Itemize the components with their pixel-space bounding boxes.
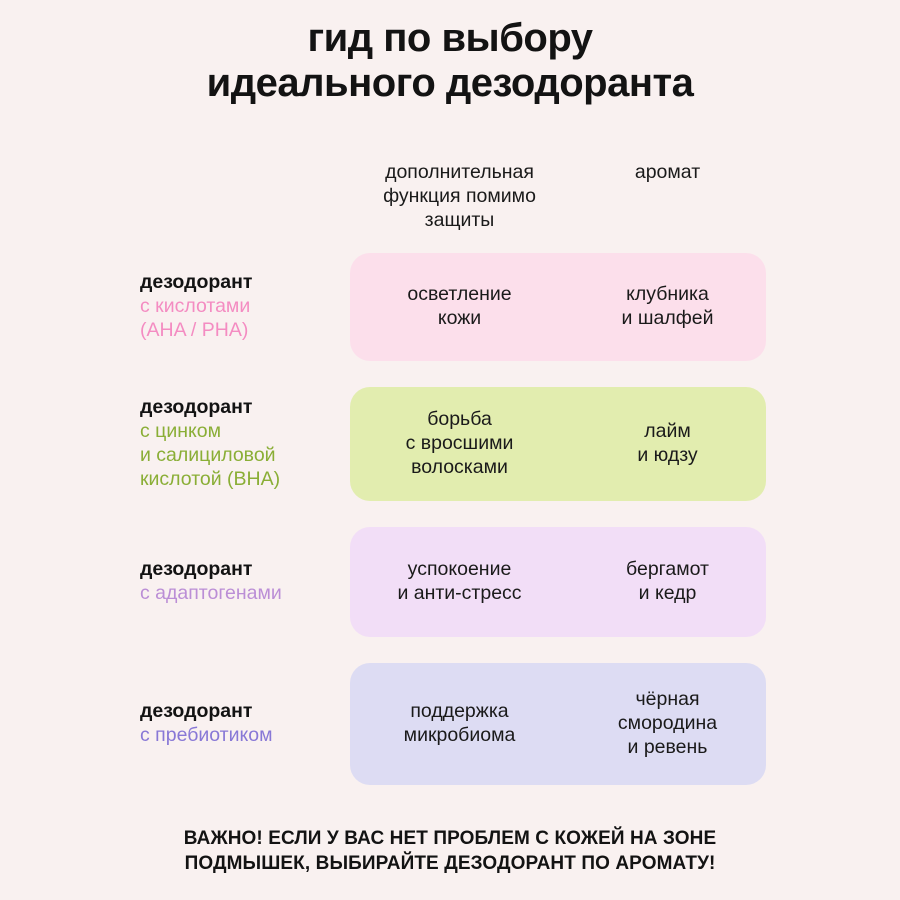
- cell-function-line-2: и анти-стресс: [397, 582, 522, 604]
- cell-scent-line-1: клубника: [626, 283, 709, 306]
- cell-function-line-1: поддержка: [410, 700, 509, 723]
- cell-scent: бергамот и кедр: [569, 558, 766, 606]
- cell-scent-line-2: смородина: [617, 712, 718, 735]
- row-panel-prebiotic: поддержка микробиома чёрная смородина и …: [350, 663, 766, 785]
- table-row: дезодорант с пребиотиком поддержка микро…: [0, 663, 900, 785]
- cell-function: борьба с вросшими волосками: [350, 408, 569, 479]
- column-header-function-line-3: защиты: [424, 208, 495, 231]
- row-label-primary: дезодорант: [140, 558, 253, 581]
- table-row: дезодорант с цинком и салициловой кислот…: [0, 387, 900, 501]
- row-panel-zinc: борьба с вросшими волосками лайм и юдзу: [350, 387, 766, 501]
- table-header-row: дополнительная функция помимо защиты аро…: [0, 155, 900, 253]
- table-row: дезодорант с адаптогенами успокоение и а…: [0, 527, 900, 637]
- cell-scent-line-3: и ревень: [627, 735, 708, 758]
- cell-scent-line-2: и шалфей: [621, 307, 714, 329]
- cell-function: успокоение и анти-стресс: [350, 558, 569, 606]
- row-label-text: дезодорант с кислотами (AHA / PHA): [140, 271, 350, 343]
- cell-scent-line-2: и кедр: [638, 582, 697, 604]
- cell-scent: чёрная смородина и ревень: [569, 688, 766, 759]
- row-label-accent: с пребиотиком: [140, 724, 344, 748]
- cell-function-line-2: с вросшими: [405, 432, 514, 455]
- row-label-accent-line-2: и салициловой: [140, 444, 276, 466]
- row-label-accent-line-1: с пребиотиком: [140, 724, 273, 746]
- row-label-accent-line-1: с цинком: [140, 420, 221, 443]
- header-panel: дополнительная функция помимо защиты аро…: [350, 155, 766, 253]
- cell-scent-line-2: и юдзу: [637, 444, 698, 466]
- row-label-acids: дезодорант с кислотами (AHA / PHA): [140, 271, 350, 343]
- row-label-text: дезодорант с цинком и салициловой кислот…: [140, 396, 350, 492]
- footer-note-line-1: ВАЖНО! ЕСЛИ У ВАС НЕТ ПРОБЛЕМ С КОЖЕЙ НА…: [183, 828, 717, 849]
- column-header-function-line-2: функция помимо: [383, 184, 536, 207]
- column-header-scent: аромат: [569, 155, 766, 185]
- cell-function: поддержка микробиома: [350, 700, 569, 748]
- column-header-function: дополнительная функция помимо защиты: [350, 155, 569, 232]
- row-label-accent: с кислотами (AHA / PHA): [140, 295, 344, 343]
- cell-function-line-2: кожи: [437, 307, 482, 329]
- row-panel-acids: осветление кожи клубника и шалфей: [350, 253, 766, 361]
- cell-scent-line-1: лайм: [644, 420, 691, 443]
- cell-function: осветление кожи: [350, 283, 569, 331]
- row-label-accent-line-3: кислотой (BHA): [140, 467, 281, 490]
- row-label-accent: с адаптогенами: [140, 582, 344, 606]
- page-title-line-2: идеального дезодоранта: [206, 61, 694, 106]
- cell-function-line-2: микробиома: [403, 724, 516, 746]
- page-title: гид по выбору идеального дезодоранта: [0, 16, 900, 106]
- footer-note: ВАЖНО! ЕСЛИ У ВАС НЕТ ПРОБЛЕМ С КОЖЕЙ НА…: [0, 826, 900, 876]
- row-panel-adaptogens: успокоение и анти-стресс бергамот и кедр: [350, 527, 766, 637]
- row-label-accent-line-1: с кислотами: [140, 295, 251, 317]
- cell-scent-line-1: бергамот: [626, 558, 709, 581]
- comparison-table: дополнительная функция помимо защиты аро…: [0, 155, 900, 811]
- row-label-accent: с цинком и салициловой кислотой (BHA): [140, 420, 344, 492]
- cell-function-line-1: осветление: [407, 283, 512, 306]
- row-label-primary: дезодорант: [140, 700, 253, 723]
- row-label-text: дезодорант с пребиотиком: [140, 700, 350, 748]
- row-label-text: дезодорант с адаптогенами: [140, 558, 350, 606]
- cell-scent: клубника и шалфей: [569, 283, 766, 331]
- row-label-adaptogens: дезодорант с адаптогенами: [140, 558, 350, 606]
- cell-function-line-1: борьба: [427, 408, 492, 431]
- cell-function-line-3: волосками: [411, 455, 508, 478]
- cell-scent: лайм и юдзу: [569, 420, 766, 468]
- row-label-primary: дезодорант: [140, 396, 253, 419]
- row-label-accent-line-1: с адаптогенами: [140, 582, 282, 604]
- row-label-accent-line-2: (AHA / PHA): [140, 318, 249, 341]
- row-label-prebiotic: дезодорант с пребиотиком: [140, 700, 350, 748]
- column-header-function-line-1: дополнительная: [385, 161, 534, 183]
- footer-note-line-2: ПОДМЫШЕК, ВЫБИРАЙТЕ ДЕЗОДОРАНТ ПО АРОМАТ…: [184, 853, 716, 875]
- row-label-primary: дезодорант: [140, 271, 253, 294]
- table-row: дезодорант с кислотами (AHA / PHA) освет…: [0, 253, 900, 361]
- page-title-line-1: гид по выбору: [307, 16, 593, 60]
- cell-scent-line-1: чёрная: [635, 688, 700, 711]
- column-header-scent-label: аромат: [634, 161, 701, 183]
- cell-function-line-1: успокоение: [407, 558, 512, 581]
- row-label-zinc: дезодорант с цинком и салициловой кислот…: [140, 396, 350, 492]
